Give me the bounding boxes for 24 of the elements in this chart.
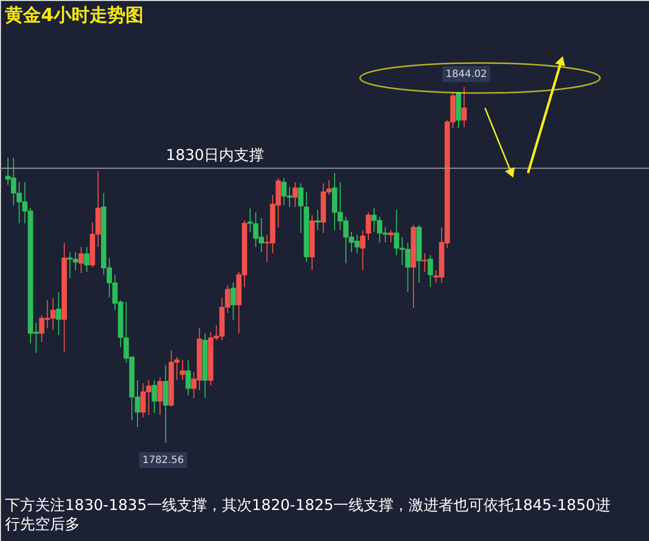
annotation: 1782.56 <box>142 455 184 466</box>
candlestick <box>180 359 186 381</box>
candlestick <box>56 292 62 336</box>
candlestick <box>428 254 433 288</box>
candlestick <box>366 212 372 241</box>
candlestick <box>315 209 320 231</box>
candlestick <box>388 230 394 243</box>
chart-title: 黄金4小时走势图 <box>4 5 144 26</box>
candlestick <box>186 359 191 396</box>
candlestick <box>422 252 428 272</box>
candlestick <box>84 246 90 272</box>
candlestick <box>292 182 298 208</box>
text: 下方关注1830-1835一线支撑，其次1820-1825一线支撑，激进者也可依托1845-1850进行先空后多 <box>5 496 610 533</box>
candlestick <box>461 86 467 128</box>
candlestick <box>360 230 366 271</box>
candlestick <box>230 282 236 320</box>
candlestick <box>298 182 304 234</box>
candlestick <box>78 246 84 274</box>
ref-line-label: 1830日内支撑 <box>166 146 264 164</box>
candlestick <box>247 208 253 232</box>
annotation: 1844.02 <box>446 69 487 80</box>
candlestick <box>152 380 158 414</box>
candlestick <box>162 364 168 444</box>
candlestick <box>157 376 163 416</box>
